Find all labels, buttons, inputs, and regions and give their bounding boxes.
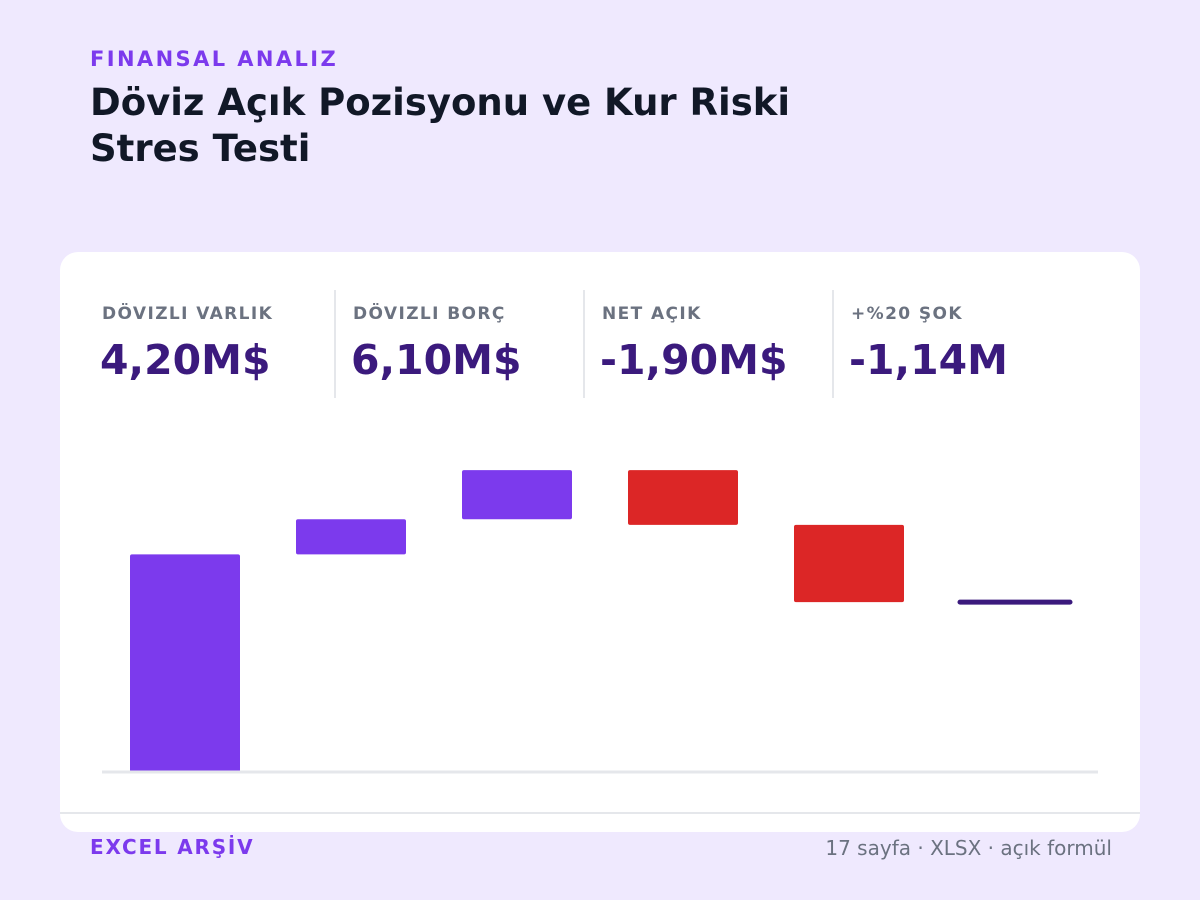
kpi-value: 6,10M$ bbox=[351, 336, 522, 384]
page-title: Döviz Açık Pozisyonu ve Kur Riski Stres … bbox=[90, 81, 791, 170]
waterfall-bar-increase bbox=[462, 470, 572, 520]
kpi-shock: +%20 ŞOK -1,14M bbox=[832, 290, 1064, 398]
footer-meta: 17 sayfa · XLSX · açık formül bbox=[825, 836, 1112, 860]
kpi-net-open: NET AÇIK -1,90M$ bbox=[583, 290, 815, 398]
footer-brand: EXCEL ARŞİV bbox=[90, 835, 255, 859]
waterfall-chart bbox=[102, 470, 1098, 774]
kpi-value: -1,14M bbox=[849, 336, 1008, 384]
kpi-label: +%20 ŞOK bbox=[851, 304, 963, 324]
kpi-fx-liabilities: DÖVIZLI BORÇ 6,10M$ bbox=[334, 290, 566, 398]
kpi-label: NET AÇIK bbox=[602, 304, 702, 324]
waterfall-bar-increase bbox=[130, 554, 240, 772]
waterfall-bar-decrease bbox=[628, 470, 738, 525]
kpi-fx-assets: DÖVIZLI VARLIK 4,20M$ bbox=[85, 290, 315, 398]
kpi-label: DÖVIZLI BORÇ bbox=[353, 304, 506, 324]
waterfall-bar-increase bbox=[296, 519, 406, 555]
eyebrow-label: FINANSAL ANALIZ bbox=[90, 47, 339, 71]
kpi-value: 4,20M$ bbox=[100, 336, 271, 384]
chart-card: DÖVIZLI VARLIK 4,20M$ DÖVIZLI BORÇ 6,10M… bbox=[60, 252, 1140, 832]
kpi-value: -1,90M$ bbox=[600, 336, 788, 384]
kpi-label: DÖVIZLI VARLIK bbox=[102, 304, 274, 324]
card-divider bbox=[60, 812, 1140, 814]
waterfall-bar-decrease bbox=[794, 524, 904, 603]
